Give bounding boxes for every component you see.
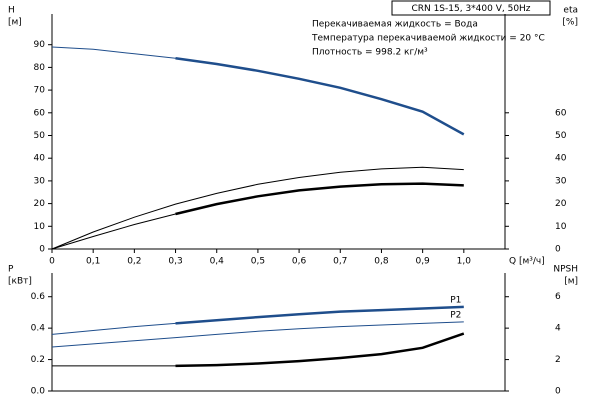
y-tick-label: 90 (34, 40, 46, 50)
chart-title: CRN 1S-15, 3*400 V, 50Hz (411, 4, 530, 14)
x-tick-label: 0,4 (210, 257, 225, 267)
annotation: Температура перекачиваемой жидкости = 20… (311, 34, 545, 44)
curve (175, 57, 465, 136)
y2-tick-label: 2 (555, 355, 561, 365)
y2-tick-label: 4 (555, 324, 561, 334)
y2-tick-label: 6 (555, 292, 561, 302)
y2-tick-label: 0 (555, 245, 561, 255)
y-tick-label: 0.2 (31, 355, 45, 365)
x-tick-label: 0,8 (374, 257, 389, 267)
y-axis-label: H (8, 6, 15, 16)
curve (51, 321, 464, 348)
y-tick-label: 0 (39, 245, 45, 255)
y-tick-label: 40 (34, 154, 46, 164)
x-tick-label: 0,5 (251, 257, 265, 267)
y2-axis-label: NPSH (553, 265, 578, 275)
y-tick-label: 0.4 (31, 324, 46, 334)
y-tick-label: 30 (34, 176, 46, 186)
y2-tick-label: 40 (555, 154, 567, 164)
series-label: P2 (450, 310, 461, 320)
x-tick-label: 0,9 (415, 257, 430, 267)
y-tick-label: 20 (34, 199, 46, 209)
y2-axis-unit: [%] (562, 18, 578, 28)
curve (51, 213, 176, 250)
annotation: Перекачиваемая жидкость = Вода (312, 20, 478, 30)
y2-tick-label: 20 (555, 199, 567, 209)
title-box (391, 0, 551, 16)
x-tick-label: 0,3 (168, 257, 182, 267)
y-tick-label: 70 (34, 86, 46, 96)
x-tick-label: 1,0 (457, 257, 472, 267)
y-tick-label: 0.0 (31, 387, 46, 397)
annotation: Плотность = 998.2 кг/м³ (312, 48, 428, 58)
x-tick-label: 0,2 (127, 257, 141, 267)
y2-tick-label: 10 (555, 222, 567, 232)
y-tick-label: 0.6 (31, 292, 46, 302)
curve (51, 322, 176, 335)
curve (51, 166, 464, 250)
curve (175, 182, 464, 216)
y-axis-label: P (8, 265, 14, 275)
x-tick-label: 0,1 (86, 257, 100, 267)
curve (175, 332, 465, 368)
y2-tick-label: 60 (555, 108, 567, 118)
x-tick-label: 0,6 (292, 257, 307, 267)
x-axis-label: Q [м³/ч] (509, 257, 545, 267)
curve (175, 305, 464, 325)
y2-tick-label: 0 (555, 387, 561, 397)
y-axis-unit: [кВт] (8, 277, 32, 287)
y-tick-label: 50 (34, 131, 46, 141)
x-tick-label: 0,7 (333, 257, 347, 267)
y-tick-label: 80 (34, 63, 46, 73)
y2-tick-label: 50 (555, 131, 567, 141)
y-tick-label: 10 (34, 222, 46, 232)
y2-axis-unit: [м] (564, 277, 578, 287)
y-tick-label: 60 (34, 108, 46, 118)
x-tick-label: 0 (49, 257, 55, 267)
y-axis-unit: [м] (8, 18, 22, 28)
curve (51, 46, 176, 59)
series-label: P1 (450, 295, 461, 305)
y2-axis-label: eta (563, 6, 578, 16)
y2-tick-label: 30 (555, 176, 567, 186)
